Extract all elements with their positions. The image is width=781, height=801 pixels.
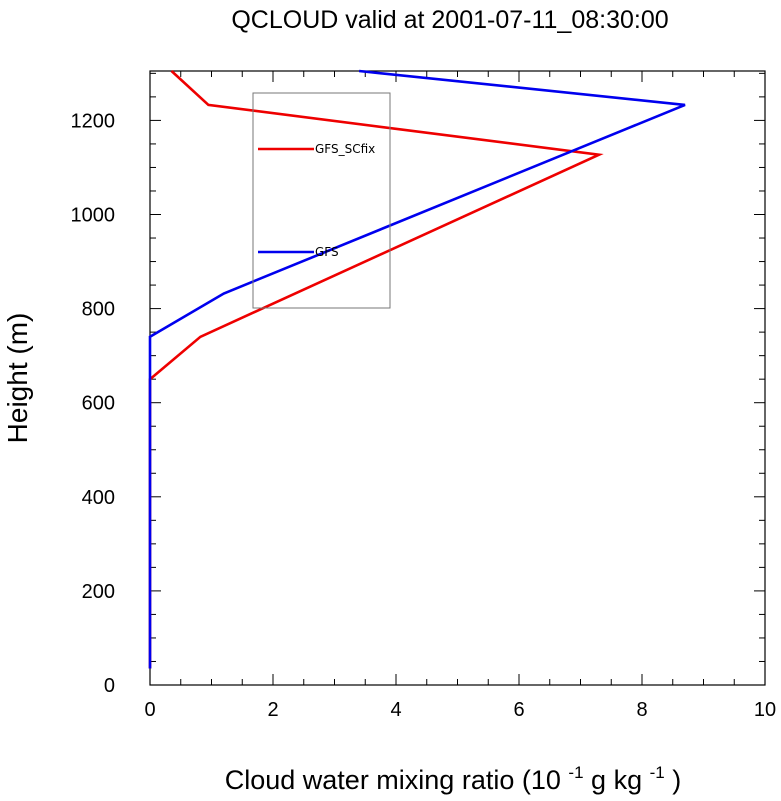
y-tick-label: 200: [82, 581, 115, 603]
x-axis-label-mid: g kg: [591, 765, 642, 795]
x-tick-label: 4: [390, 699, 401, 721]
y-tick-label: 800: [82, 299, 115, 321]
x-axis-label-end: ): [672, 765, 681, 795]
series-layer: [148, 69, 686, 669]
chart-title: QCLOUD valid at 2001-07-11_08:30:00: [231, 6, 668, 34]
x-axis-label-exp1: -1: [568, 763, 583, 782]
legend-box: [252, 92, 391, 309]
x-tick-labels: 0 2 4 6 8 10: [144, 699, 776, 721]
plot-frame: [149, 70, 766, 686]
x-axis-label: Cloud water mixing ratio (10 -1 g kg -1 …: [225, 754, 682, 795]
y-tick-label: 0: [104, 675, 115, 697]
series-line-gfs: [148, 69, 686, 669]
tick-marks: [149, 71, 766, 686]
y-tick-label: 1000: [71, 205, 116, 227]
x-tick-label: 0: [144, 699, 155, 721]
y-tick-label: 400: [82, 487, 115, 509]
series-line-gfs-scfix: [148, 70, 604, 669]
y-tick-labels: 0 200 400 600 800 1000 1200: [71, 110, 116, 697]
legend-label-gfs: GFS: [315, 245, 339, 259]
x-tick-label: 8: [636, 699, 647, 721]
x-tick-label: 2: [267, 699, 278, 721]
x-axis-label-start: Cloud water mixing ratio (10: [225, 765, 561, 795]
y-tick-label: 1200: [71, 110, 116, 132]
y-tick-label: 600: [82, 393, 115, 415]
x-tick-label: 10: [754, 699, 776, 721]
x-tick-label: 6: [513, 699, 524, 721]
legend-label-gfs-scfix: GFS_SCfix: [315, 142, 375, 156]
y-axis-label: Height (m): [2, 313, 33, 444]
x-axis-label-exp2: -1: [650, 763, 665, 782]
